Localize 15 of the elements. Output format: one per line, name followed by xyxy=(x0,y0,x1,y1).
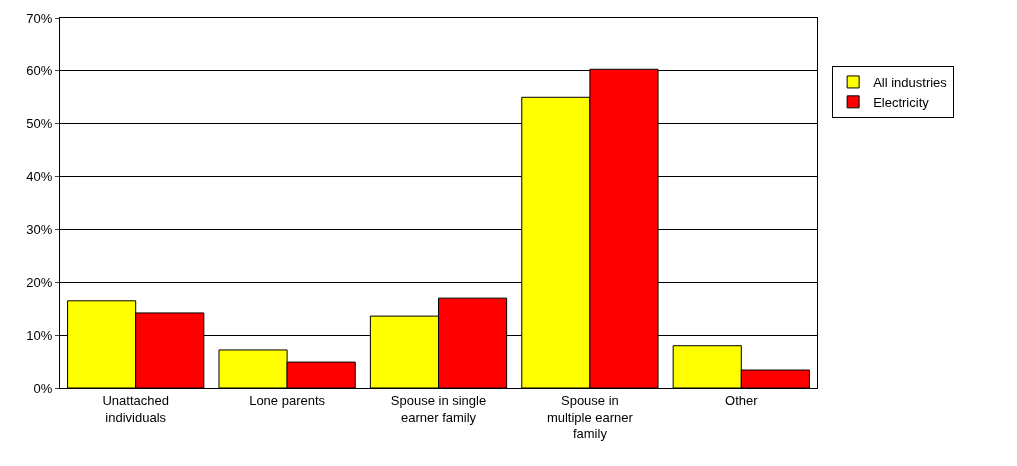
x-tick-label: Lone parents xyxy=(249,392,326,408)
y-tick-label: 10% xyxy=(26,327,53,343)
y-tick-label: 40% xyxy=(26,169,53,185)
legend-label: All industries xyxy=(873,75,948,91)
x-tick-label: Spouse in single earner family xyxy=(390,392,487,425)
y-tick-label: 30% xyxy=(26,221,53,237)
y-tick-label: 60% xyxy=(26,63,53,79)
y-tick-label: 0% xyxy=(33,380,53,396)
y-tick-label: 20% xyxy=(26,274,53,290)
x-tick-label: Spouse in multiple earner family xyxy=(546,392,634,442)
y-tick-label: 70% xyxy=(26,10,53,26)
x-tick-label: Unattached individuals xyxy=(102,392,169,425)
x-tick-label: Other xyxy=(725,392,759,408)
y-tick-label: 50% xyxy=(26,116,53,132)
legend-label: Electricity xyxy=(873,94,930,110)
